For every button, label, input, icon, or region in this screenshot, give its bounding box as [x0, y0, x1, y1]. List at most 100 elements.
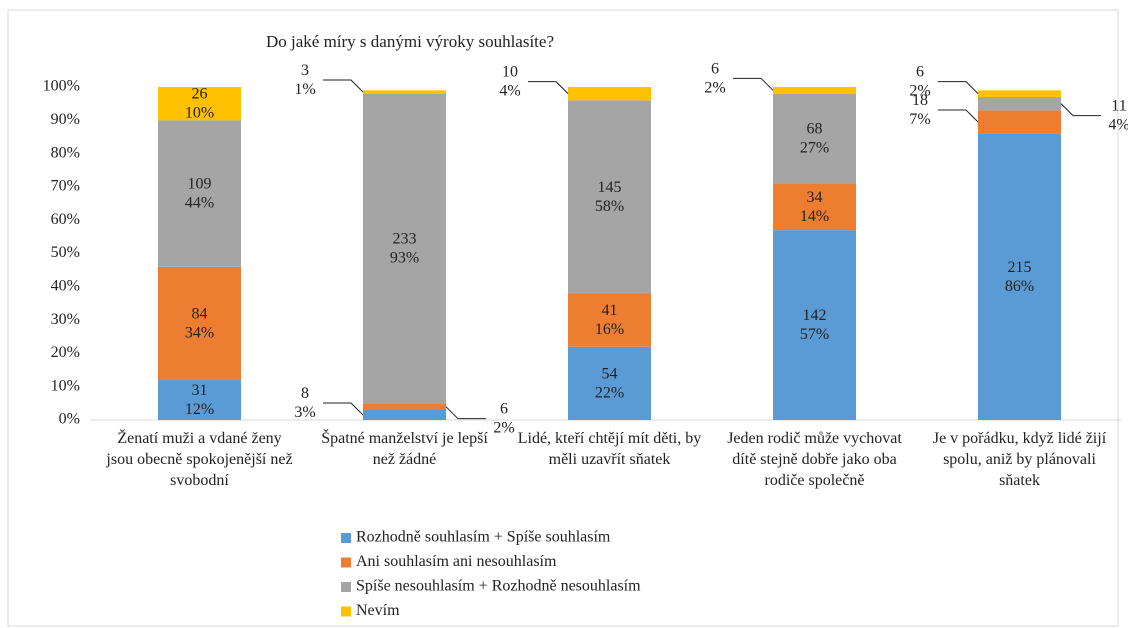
data-label: 10 4%: [499, 63, 520, 99]
data-label-count: 215: [1008, 258, 1032, 275]
data-label-count: 31: [192, 382, 208, 399]
leader-line: [733, 77, 774, 91]
y-tick-label: 20%: [51, 344, 80, 361]
data-label-percent: 2%: [704, 79, 725, 96]
data-label-percent: 2%: [493, 419, 514, 436]
leader-line: [323, 402, 364, 416]
data-label-count: 145: [598, 179, 622, 196]
bar-segment: [568, 87, 651, 101]
data-label: 26 10%: [185, 85, 214, 121]
y-tick-label: 10%: [51, 377, 80, 394]
data-label: 6 2%: [909, 63, 930, 99]
data-label: 142 57%: [800, 307, 829, 343]
legend-swatch: [341, 582, 351, 592]
data-label-percent: 4%: [499, 82, 520, 99]
data-label-count: 142: [803, 307, 827, 324]
data-label-count: 41: [602, 302, 618, 319]
data-label-count: 54: [602, 365, 618, 382]
y-tick-label: 70%: [51, 178, 80, 195]
y-tick-label: 30%: [51, 311, 80, 328]
data-label-count: 26: [192, 85, 208, 102]
data-label: 109 44%: [185, 175, 214, 211]
data-label-count: 8: [301, 385, 309, 402]
data-label-percent: 44%: [185, 194, 214, 211]
data-label-percent: 27%: [800, 139, 829, 156]
data-label: 215 86%: [1005, 258, 1034, 294]
leader-line: [445, 406, 486, 420]
leader-line: [528, 81, 569, 95]
data-label: 84 34%: [185, 305, 214, 341]
y-tick-label: 0%: [59, 411, 80, 428]
y-tick-label: 60%: [51, 211, 80, 228]
data-label-count: 6: [500, 400, 508, 417]
data-label: 8 3%: [294, 385, 315, 421]
bar-segment: [773, 183, 856, 231]
legend-swatch: [341, 557, 351, 568]
data-label-count: 18: [912, 92, 928, 109]
bar-segment: [773, 230, 856, 420]
data-label-percent: 4%: [1108, 116, 1128, 133]
bar-segment: [568, 346, 651, 420]
x-tick-label: Je v pořádku, když lidé žijí spolu, aniž…: [932, 430, 1107, 489]
bar-segment: [568, 100, 651, 294]
data-label-percent: 7%: [909, 111, 930, 128]
data-label-count: 233: [393, 230, 417, 247]
data-label: 41 16%: [595, 302, 624, 338]
bar-segment: [158, 380, 241, 420]
data-label-percent: 14%: [800, 208, 829, 225]
legend-label: Rozhodně souhlasím + Spíše souhlasím: [356, 529, 611, 546]
bar-segment: [363, 410, 446, 420]
bar-segment: [568, 293, 651, 347]
chart-title: Do jaké míry s danými výroky souhlasíte?: [266, 32, 554, 51]
data-label: 145 58%: [595, 179, 624, 215]
data-label-percent: 16%: [595, 321, 624, 338]
data-label-count: 6: [711, 60, 719, 77]
data-label: 34 14%: [800, 189, 829, 225]
data-label-percent: 93%: [390, 249, 419, 266]
data-label-percent: 57%: [800, 326, 829, 343]
data-label: 233 93%: [390, 230, 419, 266]
leader-line: [323, 79, 364, 93]
data-label-count: 84: [192, 305, 208, 322]
data-label-percent: 86%: [1005, 277, 1034, 294]
data-label: 6 2%: [704, 60, 725, 96]
data-label-count: 10: [502, 63, 518, 80]
data-label: 54 22%: [595, 365, 624, 401]
data-label-percent: 34%: [185, 324, 214, 341]
y-tick-label: 80%: [51, 144, 80, 161]
data-label-percent: 22%: [595, 384, 624, 401]
bar-segment: [363, 90, 446, 94]
y-tick-label: 90%: [51, 111, 80, 128]
data-label: 18 7%: [909, 92, 930, 128]
bar-segment: [978, 90, 1061, 97]
y-tick-label: 50%: [51, 244, 80, 261]
x-tick-label: Špatné manželství je lepší než žádné: [321, 430, 488, 468]
bar-segment: [773, 87, 856, 94]
legend-swatch: [341, 533, 351, 543]
data-label-percent: 2%: [909, 82, 930, 99]
legend-label: Spíše nesouhlasím + Rozhodně nesouhlasím: [356, 578, 641, 595]
x-tick-label: Lidé, kteří chtějí mít děti, by měli uza…: [517, 430, 702, 468]
bar-segment: [978, 110, 1061, 134]
legend-label: Nevím: [356, 602, 400, 619]
data-label-percent: 10%: [185, 104, 214, 121]
data-label: 3 1%: [294, 62, 315, 98]
data-label: 11 4%: [1108, 97, 1128, 133]
data-label-count: 34: [807, 189, 823, 206]
data-label-count: 3: [301, 62, 309, 79]
leader-line: [1060, 103, 1101, 117]
data-label-percent: 3%: [294, 404, 315, 421]
leader-line: [938, 109, 979, 123]
leader-line: [938, 81, 979, 95]
data-label-percent: 58%: [595, 198, 624, 215]
bar-segment: [773, 93, 856, 184]
data-label-percent: 1%: [294, 81, 315, 98]
bar-segment: [978, 133, 1061, 420]
data-label: 68 27%: [800, 120, 829, 156]
legend-swatch: [341, 606, 351, 617]
data-label-count: 11: [1111, 97, 1126, 114]
x-tick-label: Ženatí muži a vdané ženy jsou obecně spo…: [106, 430, 293, 489]
legend-label: Ani souhlasím ani nesouhlasím: [356, 553, 557, 570]
data-label-count: 68: [807, 120, 823, 137]
